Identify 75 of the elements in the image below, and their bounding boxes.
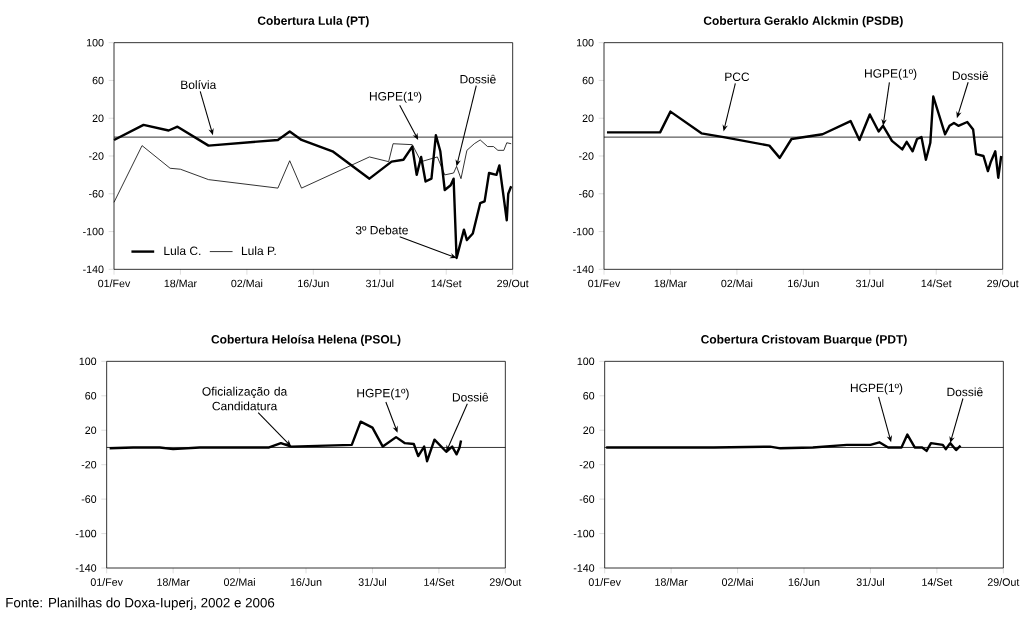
- x-tick-label: 02/Mai: [231, 279, 263, 288]
- y-tick-label: -20: [81, 460, 97, 469]
- y-tick-label: -140: [573, 265, 594, 274]
- y-tick-label: 20: [85, 426, 97, 435]
- y-tick-label: 60: [92, 76, 104, 85]
- annotation: PCC: [725, 72, 750, 82]
- source-note: Fonte: Planilhas do Doxa-Iuperj, 2002 e 2006: [6, 597, 275, 611]
- x-tick-label: 16/Jun: [788, 279, 819, 288]
- y-tick-label: -140: [573, 564, 595, 572]
- annotation: HGPE(1º): [369, 91, 422, 103]
- x-tick-label: 14/Set: [424, 578, 455, 586]
- x-tick-label: 01/Fev: [98, 279, 131, 288]
- annotation: HGPE(1º): [865, 68, 917, 81]
- chart-title: Cobertura Lula (PT): [257, 16, 369, 28]
- x-tick-label: 29/Out: [987, 279, 1019, 288]
- x-tick-label: 01/Fev: [588, 279, 621, 288]
- legend-label: Lula P.: [241, 246, 276, 256]
- x-tick-label: 16/Jun: [298, 279, 329, 288]
- annotation: 3º Debate: [355, 225, 408, 235]
- x-tick-label: 14/Set: [921, 279, 952, 288]
- x-tick-label: 31/Jul: [365, 279, 394, 288]
- x-tick-label: 18/Mar: [655, 578, 688, 586]
- y-tick-label: 20: [92, 114, 104, 122]
- y-tick-label: -100: [75, 529, 97, 538]
- y-tick-label: -60: [579, 190, 594, 198]
- y-tick-label: 20: [582, 114, 594, 122]
- x-tick-label: 31/Jul: [856, 578, 884, 586]
- x-tick-label: 18/Mar: [164, 279, 197, 288]
- x-tick-label: 01/Fev: [90, 578, 123, 586]
- y-tick-label: 60: [582, 76, 594, 85]
- x-tick-label: 31/Jul: [855, 279, 884, 288]
- annotation: Bolívia: [181, 80, 217, 90]
- x-tick-label: 29/Out: [489, 578, 522, 586]
- annotation: HGPE(1º): [357, 388, 409, 400]
- y-tick-label: -100: [573, 529, 595, 538]
- y-tick-label: 100: [577, 357, 595, 366]
- y-tick-label: 60: [583, 392, 595, 400]
- y-tick-label: 100: [86, 38, 104, 47]
- annotation: HGPE(1º): [850, 383, 903, 395]
- y-tick-label: -140: [83, 265, 104, 274]
- x-tick-label: 31/Jul: [358, 578, 386, 586]
- y-tick-label: 20: [583, 426, 595, 434]
- legend-label: Lula C.: [164, 246, 201, 256]
- y-tick-label: -140: [75, 564, 97, 572]
- annotation: Dossiê: [947, 387, 983, 397]
- chart-title: Cobertura Cristovam Buarque (PDT): [701, 334, 907, 346]
- annotation: Dossiê: [952, 71, 989, 80]
- x-tick-label: 02/Mai: [721, 578, 753, 586]
- y-tick-label: 100: [79, 357, 97, 366]
- x-tick-label: 14/Set: [922, 578, 953, 586]
- chart-title: Cobertura Heloísa Helena (PSOL): [211, 334, 401, 346]
- y-tick-label: 60: [85, 392, 97, 400]
- x-tick-label: 29/Out: [987, 578, 1020, 586]
- x-tick-label: 18/Mar: [654, 279, 687, 288]
- y-tick-label: -100: [83, 227, 104, 236]
- x-tick-label: 18/Mar: [157, 578, 190, 586]
- annotation: Dossiê: [452, 392, 489, 402]
- x-tick-label: 16/Jun: [788, 578, 820, 586]
- annotation: Oficialização da Candidatura: [202, 386, 288, 411]
- y-tick-label: -60: [89, 190, 104, 198]
- annotation: Dossiê: [460, 74, 496, 84]
- chart-title: Cobertura Geraklo Alckmin (PSDB): [703, 16, 903, 28]
- y-tick-label: 100: [576, 38, 594, 47]
- y-tick-label: -20: [579, 152, 594, 160]
- y-tick-label: -60: [81, 495, 97, 503]
- x-tick-label: 02/Mai: [721, 279, 753, 288]
- x-tick-label: 29/Out: [497, 279, 529, 288]
- x-tick-label: 14/Set: [431, 279, 462, 288]
- x-tick-label: 02/Mai: [223, 578, 255, 586]
- x-tick-label: 01/Fev: [588, 578, 621, 586]
- y-tick-label: -20: [579, 460, 595, 469]
- y-tick-label: -20: [89, 152, 104, 160]
- y-tick-label: -100: [573, 227, 594, 236]
- y-tick-label: -60: [579, 495, 595, 503]
- x-tick-label: 16/Jun: [290, 578, 322, 586]
